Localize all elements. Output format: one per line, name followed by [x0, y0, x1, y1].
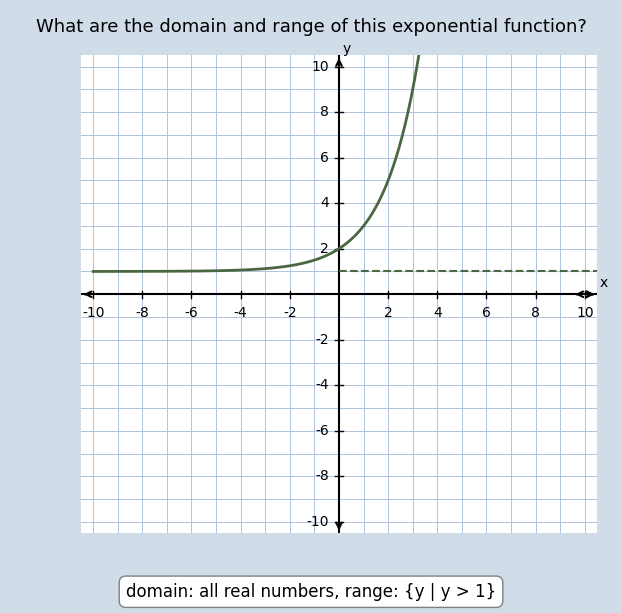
Text: 8: 8 [320, 105, 329, 119]
Text: What are the domain and range of this exponential function?: What are the domain and range of this ex… [35, 18, 587, 36]
Text: y: y [343, 42, 351, 56]
Text: 6: 6 [320, 151, 329, 165]
Text: 8: 8 [531, 306, 540, 319]
Text: 10: 10 [576, 306, 593, 319]
Text: -4: -4 [315, 378, 329, 392]
Text: 2: 2 [384, 306, 392, 319]
Text: -10: -10 [82, 306, 104, 319]
Text: -10: -10 [307, 515, 329, 529]
Text: -8: -8 [315, 470, 329, 484]
Text: -8: -8 [136, 306, 149, 319]
Text: x: x [600, 276, 608, 291]
Text: 6: 6 [482, 306, 491, 319]
Text: domain: all real numbers, range: {y | y > 1}: domain: all real numbers, range: {y | y … [126, 583, 496, 601]
Text: 4: 4 [320, 196, 329, 210]
Text: 4: 4 [433, 306, 442, 319]
Text: -2: -2 [283, 306, 297, 319]
Text: -6: -6 [185, 306, 198, 319]
Text: 10: 10 [312, 59, 329, 74]
Text: -4: -4 [234, 306, 248, 319]
Text: -6: -6 [315, 424, 329, 438]
Text: -2: -2 [315, 333, 329, 347]
Text: 2: 2 [320, 242, 329, 256]
